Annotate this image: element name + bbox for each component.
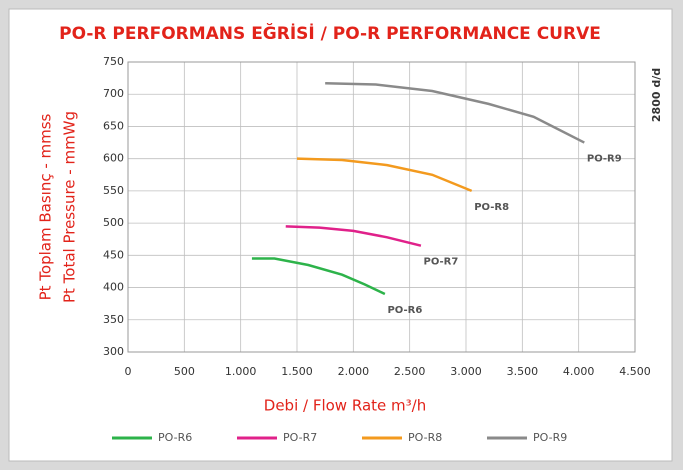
- panel: [8, 8, 673, 462]
- series-label: PO-R7: [424, 257, 459, 268]
- x-tick-label: 3.500: [507, 365, 539, 378]
- y-tick-label: 500: [103, 216, 124, 229]
- x-tick-label: 4.500: [619, 365, 651, 378]
- y-tick-label: 700: [103, 87, 124, 100]
- x-tick-label: 500: [174, 365, 195, 378]
- series-line: [296, 157, 473, 193]
- x-tick-label: 4.000: [563, 365, 595, 378]
- series-label: PO-R9: [587, 154, 622, 165]
- x-tick-label: 1.000: [225, 365, 257, 378]
- y-tick-label: 450: [103, 248, 124, 261]
- x-tick-label: 2.000: [338, 365, 370, 378]
- series-line: [285, 225, 422, 247]
- y-tick-label: 650: [103, 119, 124, 132]
- side-note: 2800 d/d: [650, 68, 663, 122]
- chart-title: PO-R PERFORMANS EĞRİSİ / PO-R PERFORMANC…: [59, 22, 601, 44]
- legend-label: PO-R6: [158, 431, 192, 444]
- y-tick-label: 550: [103, 184, 124, 197]
- legend-label: PO-R8: [408, 431, 442, 444]
- series-line: [325, 82, 585, 144]
- y-tick-label: 400: [103, 281, 124, 294]
- x-tick-label: 1.500: [281, 365, 313, 378]
- series-label: PO-R8: [474, 202, 509, 213]
- y-tick-label: 600: [103, 152, 124, 165]
- y-tick-label: 750: [103, 55, 124, 68]
- y-tick-label: 350: [103, 313, 124, 326]
- plot-frame: [127, 61, 636, 353]
- x-tick-label: 0: [125, 365, 132, 378]
- x-tick-label: 2.500: [394, 365, 426, 378]
- y-axis-title: Pt Toplam Basınç - mmss: [37, 113, 55, 300]
- x-tick-label: 3.000: [450, 365, 482, 378]
- legend-label: PO-R7: [283, 431, 317, 444]
- series-label: PO-R6: [387, 305, 422, 316]
- legend-label: PO-R9: [533, 431, 567, 444]
- y-axis-title: Pt Total Pressure - mmWg: [61, 111, 79, 303]
- y-tick-label: 300: [103, 345, 124, 358]
- x-axis-title: Debi / Flow Rate m³/h: [264, 397, 426, 415]
- series-line: [251, 257, 386, 296]
